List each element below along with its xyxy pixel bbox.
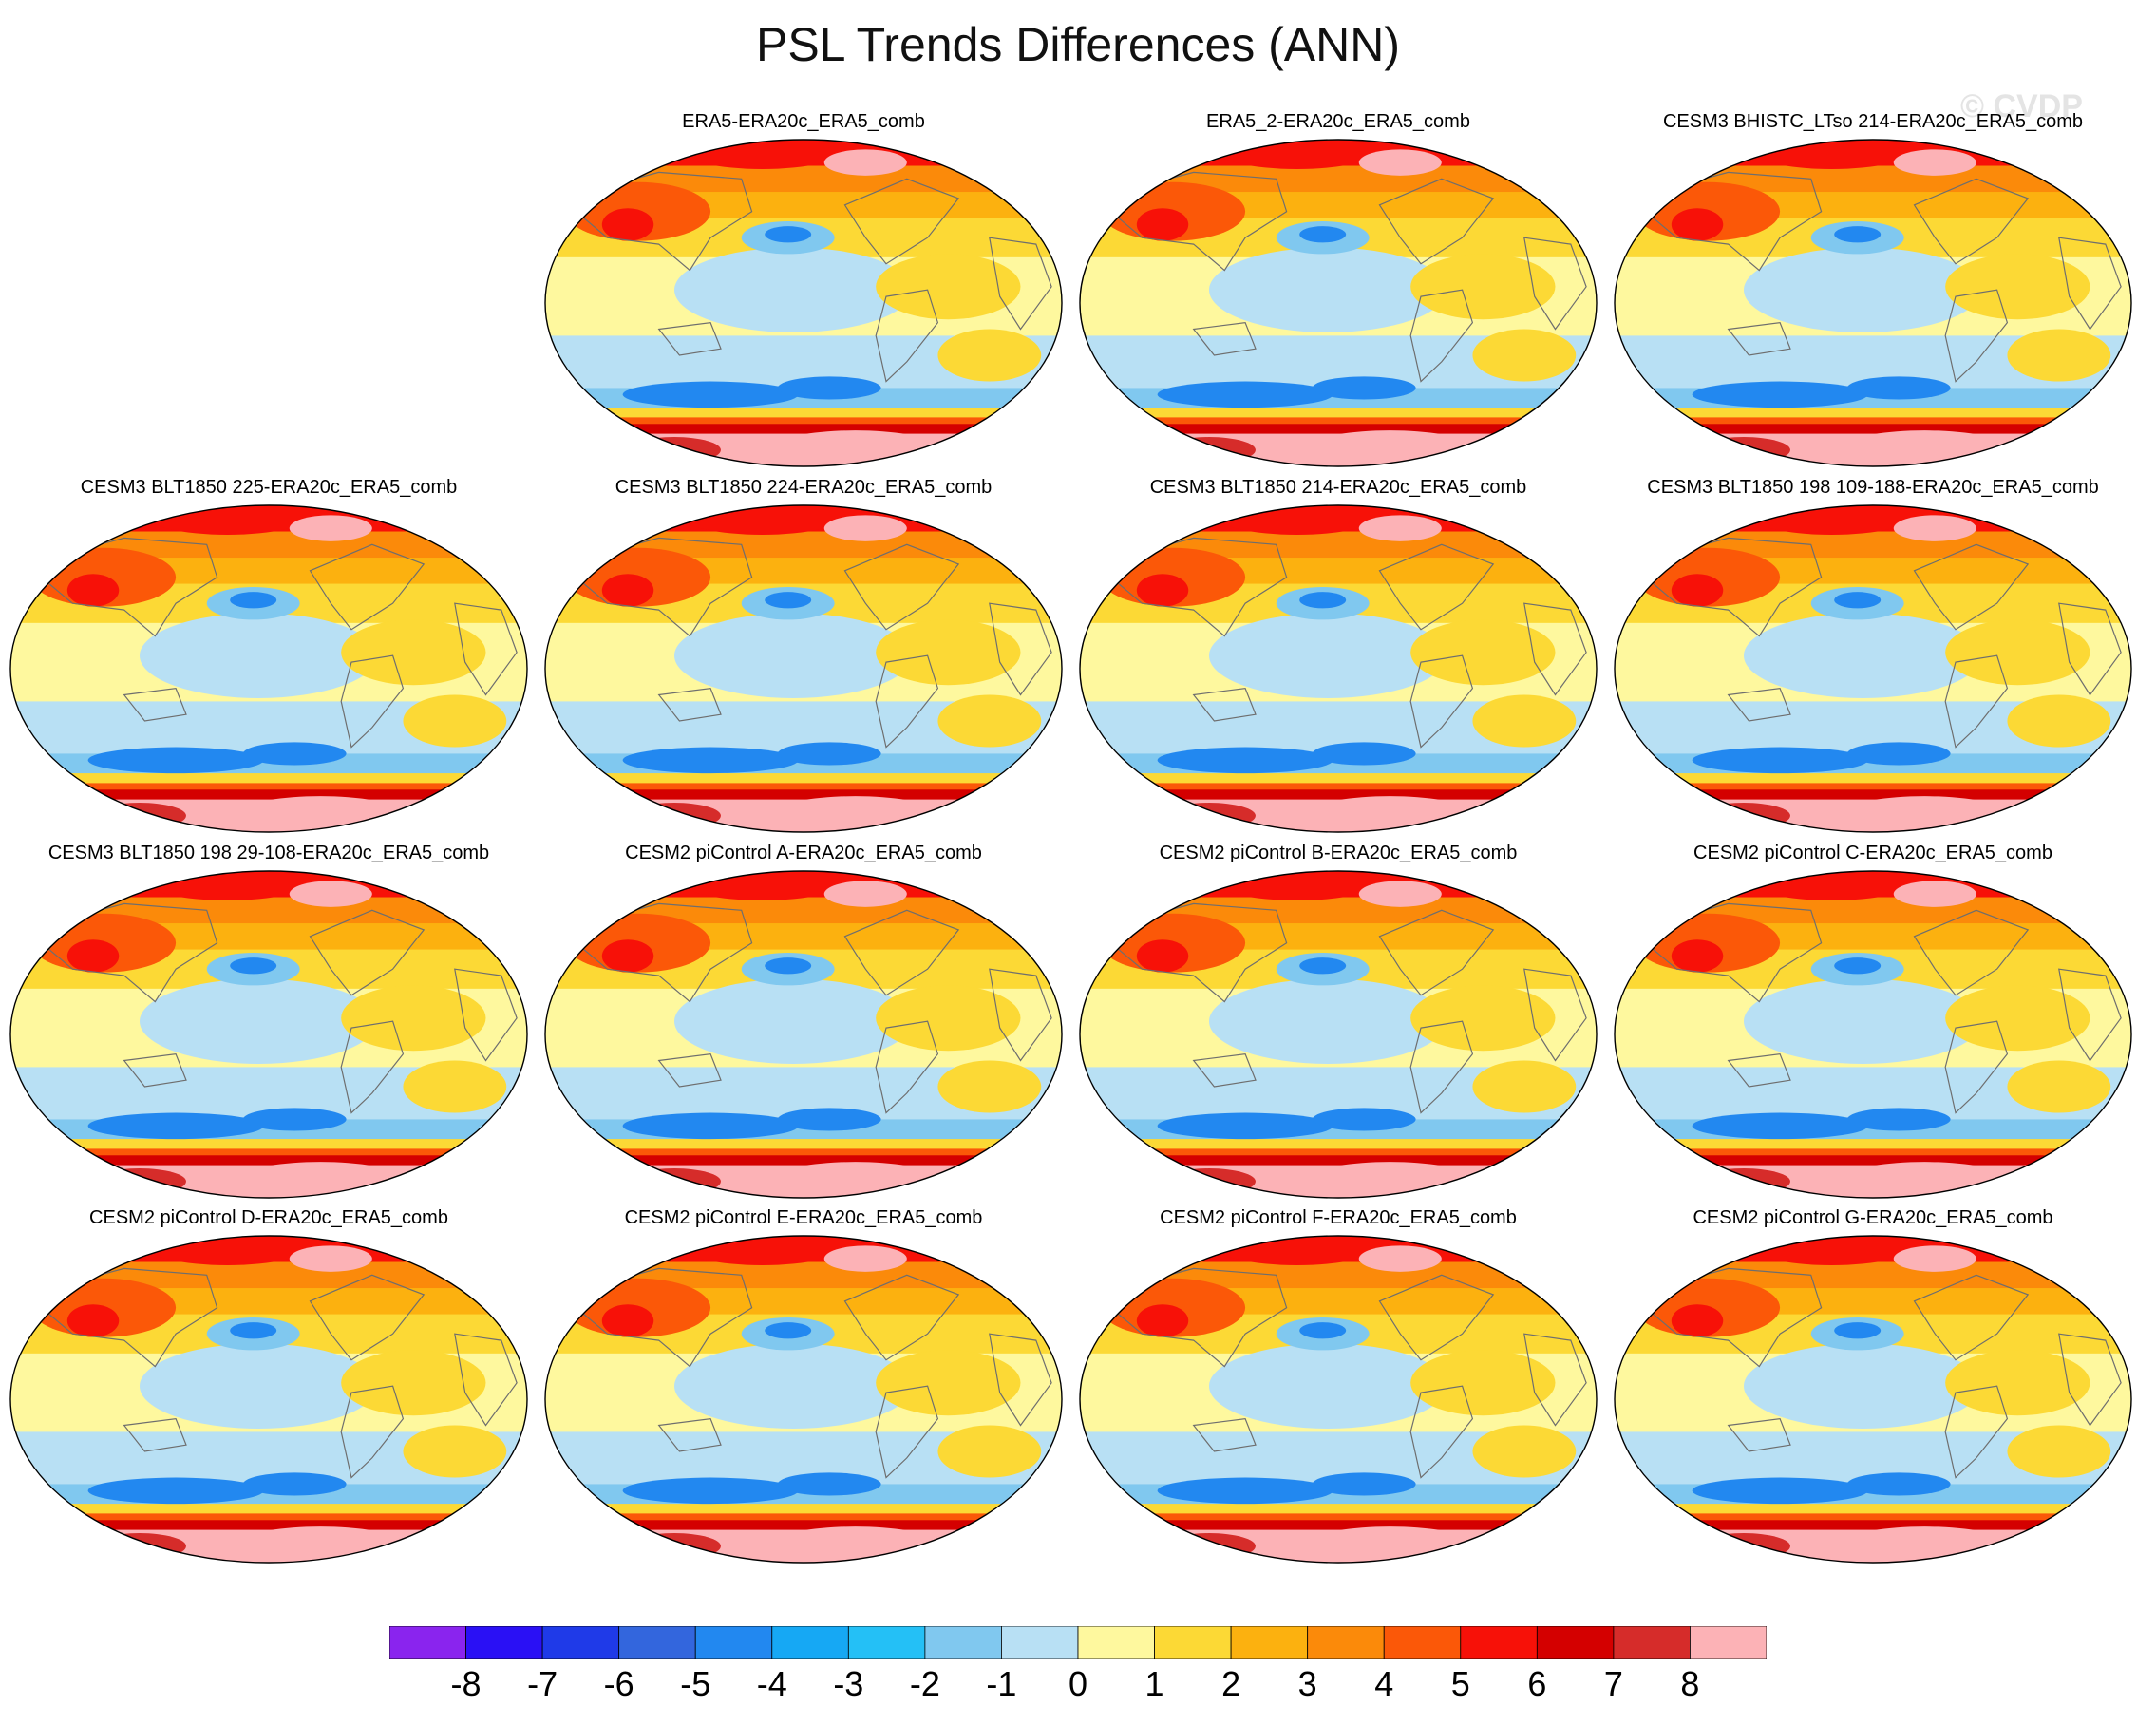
map-panel: CESM2 piControl D-ERA20c_ERA5_comb [0,1207,538,1574]
colorbar-box [1460,1626,1538,1659]
panel-title: CESM3 BLT1850 225-ERA20c_ERA5_comb [80,477,458,498]
panel-title: CESM2 piControl A-ERA20c_ERA5_comb [625,843,982,863]
map-panel: CESM2 piControl E-ERA20c_ERA5_comb [535,1207,1072,1574]
map-panel: CESM3 BLT1850 225-ERA20c_ERA5_comb [0,477,538,844]
colorbar-label: -2 [909,1664,940,1703]
map-panel: ERA5-ERA20c_ERA5_comb [535,111,1072,478]
colorbar-label: -1 [986,1664,1017,1703]
colorbar-box [465,1626,543,1659]
colorbar-label: 5 [1450,1664,1470,1703]
panel-title: CESM2 piControl D-ERA20c_ERA5_comb [89,1207,448,1228]
psl-trend-map [9,504,528,833]
psl-trend-map [1079,870,1598,1199]
colorbar-label: -7 [527,1664,558,1703]
colorbar-label: -5 [680,1664,711,1703]
psl-trend-map [9,1235,528,1564]
colorbar-label: -8 [450,1664,482,1703]
colorbar-box [1690,1626,1767,1659]
panel-title: CESM3 BLT1850 224-ERA20c_ERA5_comb [615,477,993,498]
psl-trend-map [1079,504,1598,833]
colorbar-label: 4 [1374,1664,1394,1703]
colorbar-box [1230,1626,1309,1659]
panel-title: CESM2 piControl E-ERA20c_ERA5_comb [624,1207,983,1228]
map-panel: CESM3 BLT1850 224-ERA20c_ERA5_comb [535,477,1072,844]
panel-title: CESM2 piControl C-ERA20c_ERA5_comb [1693,843,2052,863]
colorbar-label: 2 [1221,1664,1241,1703]
colorbar-label: 1 [1144,1664,1164,1703]
map-panel: ERA5_2-ERA20c_ERA5_comb [1069,111,1607,478]
panel-title: CESM3 BLT1850 214-ERA20c_ERA5_comb [1149,477,1527,498]
psl-trend-map [544,139,1063,467]
psl-trend-map [1079,139,1598,467]
colorbar-box [847,1626,926,1659]
psl-trend-map [1614,504,2132,833]
colorbar-label: 8 [1680,1664,1700,1703]
panel-title: CESM2 piControl F-ERA20c_ERA5_comb [1160,1207,1517,1228]
map-panel: CESM3 BLT1850 214-ERA20c_ERA5_comb [1069,477,1607,844]
map-panel: CESM2 piControl A-ERA20c_ERA5_comb [535,843,1072,1209]
map-panel: CESM3 BHISTC_LTso 214-ERA20c_ERA5_comb [1604,111,2142,478]
panel-title: CESM3 BLT1850 198 109-188-ERA20c_ERA5_co… [1647,477,2099,498]
colorbar-box [1536,1626,1615,1659]
colorbar-label: 7 [1603,1664,1623,1703]
psl-trend-map [544,870,1063,1199]
colorbar-box [694,1626,773,1659]
psl-trend-map [1614,870,2132,1199]
colorbar-box [771,1626,849,1659]
panel-title: CESM2 piControl B-ERA20c_ERA5_comb [1159,843,1518,863]
map-panel: CESM2 piControl C-ERA20c_ERA5_comb [1604,843,2142,1209]
colorbar-box [1613,1626,1691,1659]
panel-title: ERA5-ERA20c_ERA5_comb [682,111,925,132]
psl-trend-map [544,1235,1063,1564]
map-panel: CESM2 piControl G-ERA20c_ERA5_comb [1604,1207,2142,1574]
colorbar-label: -6 [603,1664,634,1703]
panel-title: CESM3 BHISTC_LTso 214-ERA20c_ERA5_comb [1662,111,2084,132]
colorbar-box [1154,1626,1232,1659]
psl-trend-map [9,870,528,1199]
colorbar-box [1383,1626,1462,1659]
psl-trend-map [1614,139,2132,467]
colorbar-box [618,1626,696,1659]
colorbar-label: 3 [1297,1664,1317,1703]
panel-title: CESM2 piControl G-ERA20c_ERA5_comb [1693,1207,2053,1228]
watermark: © CVDP [1960,88,2083,124]
psl-trend-map [1614,1235,2132,1564]
colorbar-label: -3 [833,1664,864,1703]
colorbar-label: 6 [1527,1664,1547,1703]
panel-title: ERA5_2-ERA20c_ERA5_comb [1206,111,1470,132]
colorbar-label: 0 [1068,1664,1088,1703]
map-panel: CESM2 piControl F-ERA20c_ERA5_comb [1069,1207,1607,1574]
map-panel: CESM2 piControl B-ERA20c_ERA5_comb [1069,843,1607,1209]
psl-trend-map [544,504,1063,833]
colorbar-box [1077,1626,1155,1659]
figure-title: PSL Trends Differences (ANN) [755,18,1401,71]
colorbar [389,1626,1767,1659]
colorbar-box [389,1626,466,1659]
colorbar-box [1307,1626,1385,1659]
map-panel: CESM3 BLT1850 198 109-188-ERA20c_ERA5_co… [1604,477,2142,844]
colorbar-box [924,1626,1002,1659]
colorbar-box [1001,1626,1079,1659]
psl-trend-map [1079,1235,1598,1564]
colorbar-label: -4 [756,1664,787,1703]
panel-title: CESM3 BLT1850 198 29-108-ERA20c_ERA5_com… [47,843,490,863]
map-panel: CESM3 BLT1850 198 29-108-ERA20c_ERA5_com… [0,843,538,1209]
colorbar-box [541,1626,620,1659]
